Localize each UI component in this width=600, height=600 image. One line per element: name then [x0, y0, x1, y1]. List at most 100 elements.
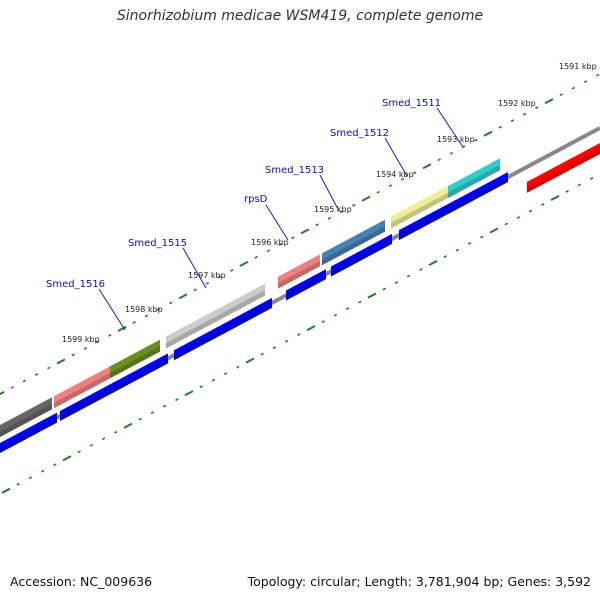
outer-scale-tick [333, 313, 338, 317]
outer-scale-ticks [1, 177, 594, 494]
outer-scale-tick [245, 357, 255, 364]
gene-smed-1513-shade [322, 226, 385, 266]
scale-label: 1597 kbp [188, 271, 226, 280]
inner-scale-tick [144, 314, 149, 318]
outer-scale-tick [467, 242, 472, 245]
gene-smed-1511-shade [447, 164, 500, 199]
inner-scale-tick [83, 347, 88, 350]
gene-unlabeled [54, 364, 114, 409]
cds-block-body [286, 269, 326, 301]
outer-scale-tick [199, 385, 203, 389]
cds-block-body [174, 297, 272, 361]
inner-scale-tick [254, 255, 258, 259]
inner-scale-tick [544, 98, 554, 105]
genome-summary: Topology: circular; Length: 3,781,904 bp… [247, 574, 591, 589]
outer-scale-tick [528, 209, 533, 213]
inner-scale-tick [217, 275, 222, 279]
gene-smed-1516-body [108, 339, 160, 380]
outer-scale-tick [89, 443, 94, 447]
gene-leader-line [98, 288, 126, 331]
inner-scale-tick [239, 260, 249, 267]
outer-scale-tick [394, 281, 399, 284]
outer-scale-tick [123, 422, 133, 429]
inner-scale-tick [10, 386, 14, 389]
inner-scale-tick [230, 268, 234, 272]
outer-scale-tick [565, 190, 569, 193]
gene-leader-line [319, 174, 340, 212]
cds-block-top [286, 267, 330, 291]
inner-scale-tick [535, 106, 539, 110]
gene-rpsd-shade [278, 260, 320, 289]
cds-block-shade [399, 205, 456, 241]
gene-smed-1515-body [166, 283, 265, 349]
inner-scale-tick [352, 203, 356, 207]
inner-scale-ticks [0, 73, 600, 396]
cds-block-top [0, 410, 61, 443]
gene-unlabeled-shade [54, 372, 110, 409]
outer-scale-tick [150, 411, 155, 415]
cds-block-shade [0, 418, 57, 453]
outer-scale-tick [184, 390, 194, 397]
gene-smed-1511 [447, 156, 504, 199]
inner-scale-tick [56, 358, 66, 365]
inner-scale-tick [596, 73, 600, 77]
inner-scale-tick [376, 190, 380, 194]
gene-label: Smed_1512 [330, 128, 389, 139]
gene-label: rpsD [244, 194, 268, 205]
inner-scale-tick [327, 216, 332, 220]
scale-label: 1592 kbp [498, 99, 536, 108]
inner-scale-tick [339, 210, 344, 214]
cds-block-shade [454, 177, 508, 211]
inner-scale-tick [132, 321, 136, 324]
scale-label: 1598 kbp [125, 305, 163, 314]
outer-scale-tick [101, 437, 106, 441]
gene-unlabeled-top [54, 364, 114, 397]
cds-block-top [113, 351, 172, 383]
cds-block [454, 170, 512, 211]
gene-leader-line [182, 247, 207, 289]
cds-block-shade [174, 303, 272, 361]
outer-scale-tick [480, 235, 484, 239]
outer-scale-tick [550, 194, 560, 201]
gene-leader-line [436, 107, 464, 148]
outer-scale-tick [53, 463, 57, 467]
gene-label: Smed_1515 [128, 238, 187, 249]
inner-scale-tick [498, 125, 502, 129]
outer-scale-tick [272, 346, 277, 350]
gene-smed-1516-top [108, 337, 164, 368]
outer-scale-tick [358, 300, 362, 304]
gene-smed-1512 [391, 184, 452, 229]
gene-smed-1515 [166, 281, 269, 349]
gene-unlabeled-body [54, 366, 110, 409]
gene-reverse-strand-body [527, 142, 600, 193]
cds-block-body [113, 353, 168, 393]
gene-reverse-strand [527, 142, 600, 193]
gene-smed-1512-body [391, 186, 448, 229]
scale-label: 1596 kbp [251, 238, 289, 247]
cds-block-top [399, 197, 460, 231]
scale-label: 1595 kbp [314, 205, 352, 214]
gene-smed-1516 [108, 337, 164, 380]
cds-block-shade [331, 239, 392, 277]
accession-label: Accession: NC_009636 [10, 574, 153, 589]
inner-scale-tick [71, 353, 75, 357]
cds-block-body [60, 381, 115, 421]
outer-scale-tick [306, 325, 316, 332]
cds-block [331, 231, 396, 277]
inner-scale-tick [117, 325, 127, 332]
gene-unlabeled [0, 395, 56, 437]
outer-scale-tick [428, 260, 438, 267]
gene-smed-1513-body [322, 219, 385, 266]
cds-track [0, 170, 512, 453]
outer-scale-tick [489, 227, 499, 234]
gene-unlabeled-body [0, 397, 52, 437]
outer-scale-tick [382, 287, 386, 291]
gene-label: Smed_1511 [382, 98, 441, 109]
outer-scale-tick [138, 417, 142, 421]
cds-block-top [331, 231, 396, 267]
outer-scale-tick [419, 268, 423, 271]
cds-block [60, 379, 119, 421]
outer-scale-tick [77, 450, 81, 454]
gene-reverse-strand-shade [527, 149, 600, 193]
